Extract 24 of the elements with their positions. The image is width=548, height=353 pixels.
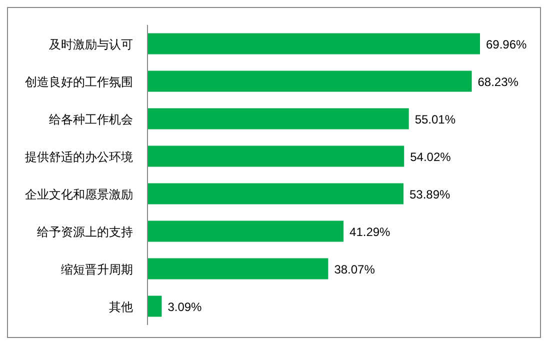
data-label: 38.07% xyxy=(334,262,376,276)
data-label: 54.02% xyxy=(410,150,452,164)
bar xyxy=(147,258,328,280)
y-tick-label: 创造良好的工作氛围 xyxy=(25,74,133,89)
data-label: 41.29% xyxy=(350,224,391,239)
data-label: 55.01% xyxy=(414,112,456,126)
y-tick-label: 及时激励与认可 xyxy=(49,37,133,52)
y-tick-label: 缩短晋升周期 xyxy=(61,262,133,276)
bar xyxy=(147,296,162,317)
bar xyxy=(147,33,480,54)
y-tick-label: 给各种工作机会 xyxy=(49,112,133,126)
bar xyxy=(147,70,472,92)
y-tick-label: 企业文化和愿景激励 xyxy=(25,187,133,202)
data-label: 68.23% xyxy=(478,74,519,89)
data-label: 3.09% xyxy=(168,300,202,314)
y-tick-label: 其他 xyxy=(109,300,133,314)
bar xyxy=(147,146,404,167)
y-tick-label: 提供舒适的办公环境 xyxy=(25,150,133,164)
data-label: 53.89% xyxy=(410,187,451,202)
bar xyxy=(147,108,409,130)
bar xyxy=(147,183,404,204)
bar xyxy=(147,220,344,242)
data-label: 69.96% xyxy=(486,37,528,52)
y-tick-label: 给予资源上的支持 xyxy=(37,224,133,239)
